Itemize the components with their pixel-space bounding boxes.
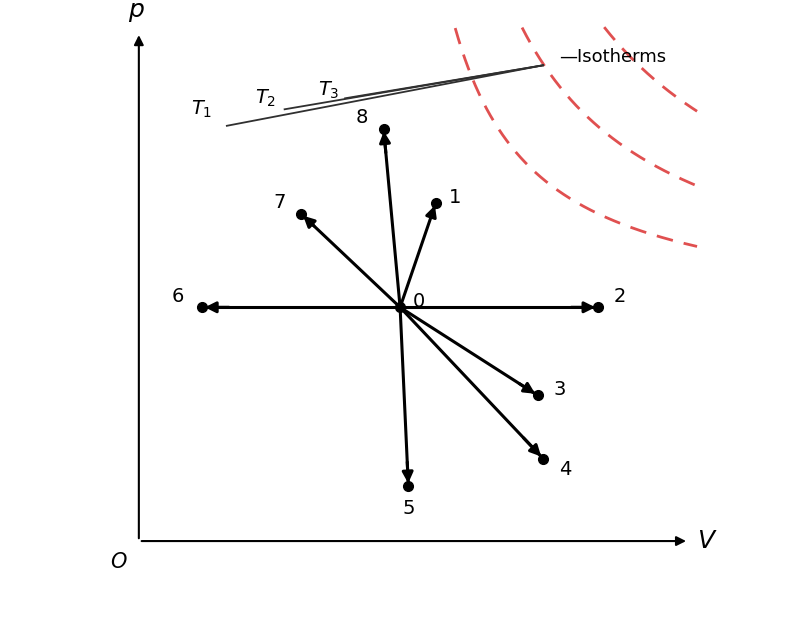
- Text: 4: 4: [559, 460, 571, 479]
- Text: 3: 3: [554, 380, 566, 399]
- Text: 6: 6: [171, 287, 184, 306]
- Text: 7: 7: [273, 193, 286, 213]
- Text: 0: 0: [413, 292, 425, 311]
- Text: $O$: $O$: [110, 552, 128, 572]
- Text: 2: 2: [614, 287, 626, 306]
- Text: 5: 5: [402, 499, 415, 517]
- Text: $T_1$: $T_1$: [192, 99, 213, 120]
- Text: 1: 1: [449, 188, 461, 207]
- Text: $V$: $V$: [697, 529, 717, 553]
- Text: 8: 8: [355, 108, 368, 127]
- Text: $T_2$: $T_2$: [255, 88, 276, 109]
- Text: $T_3$: $T_3$: [318, 79, 339, 101]
- Text: $p$: $p$: [128, 0, 144, 24]
- Text: —Isotherms: —Isotherms: [559, 48, 667, 66]
